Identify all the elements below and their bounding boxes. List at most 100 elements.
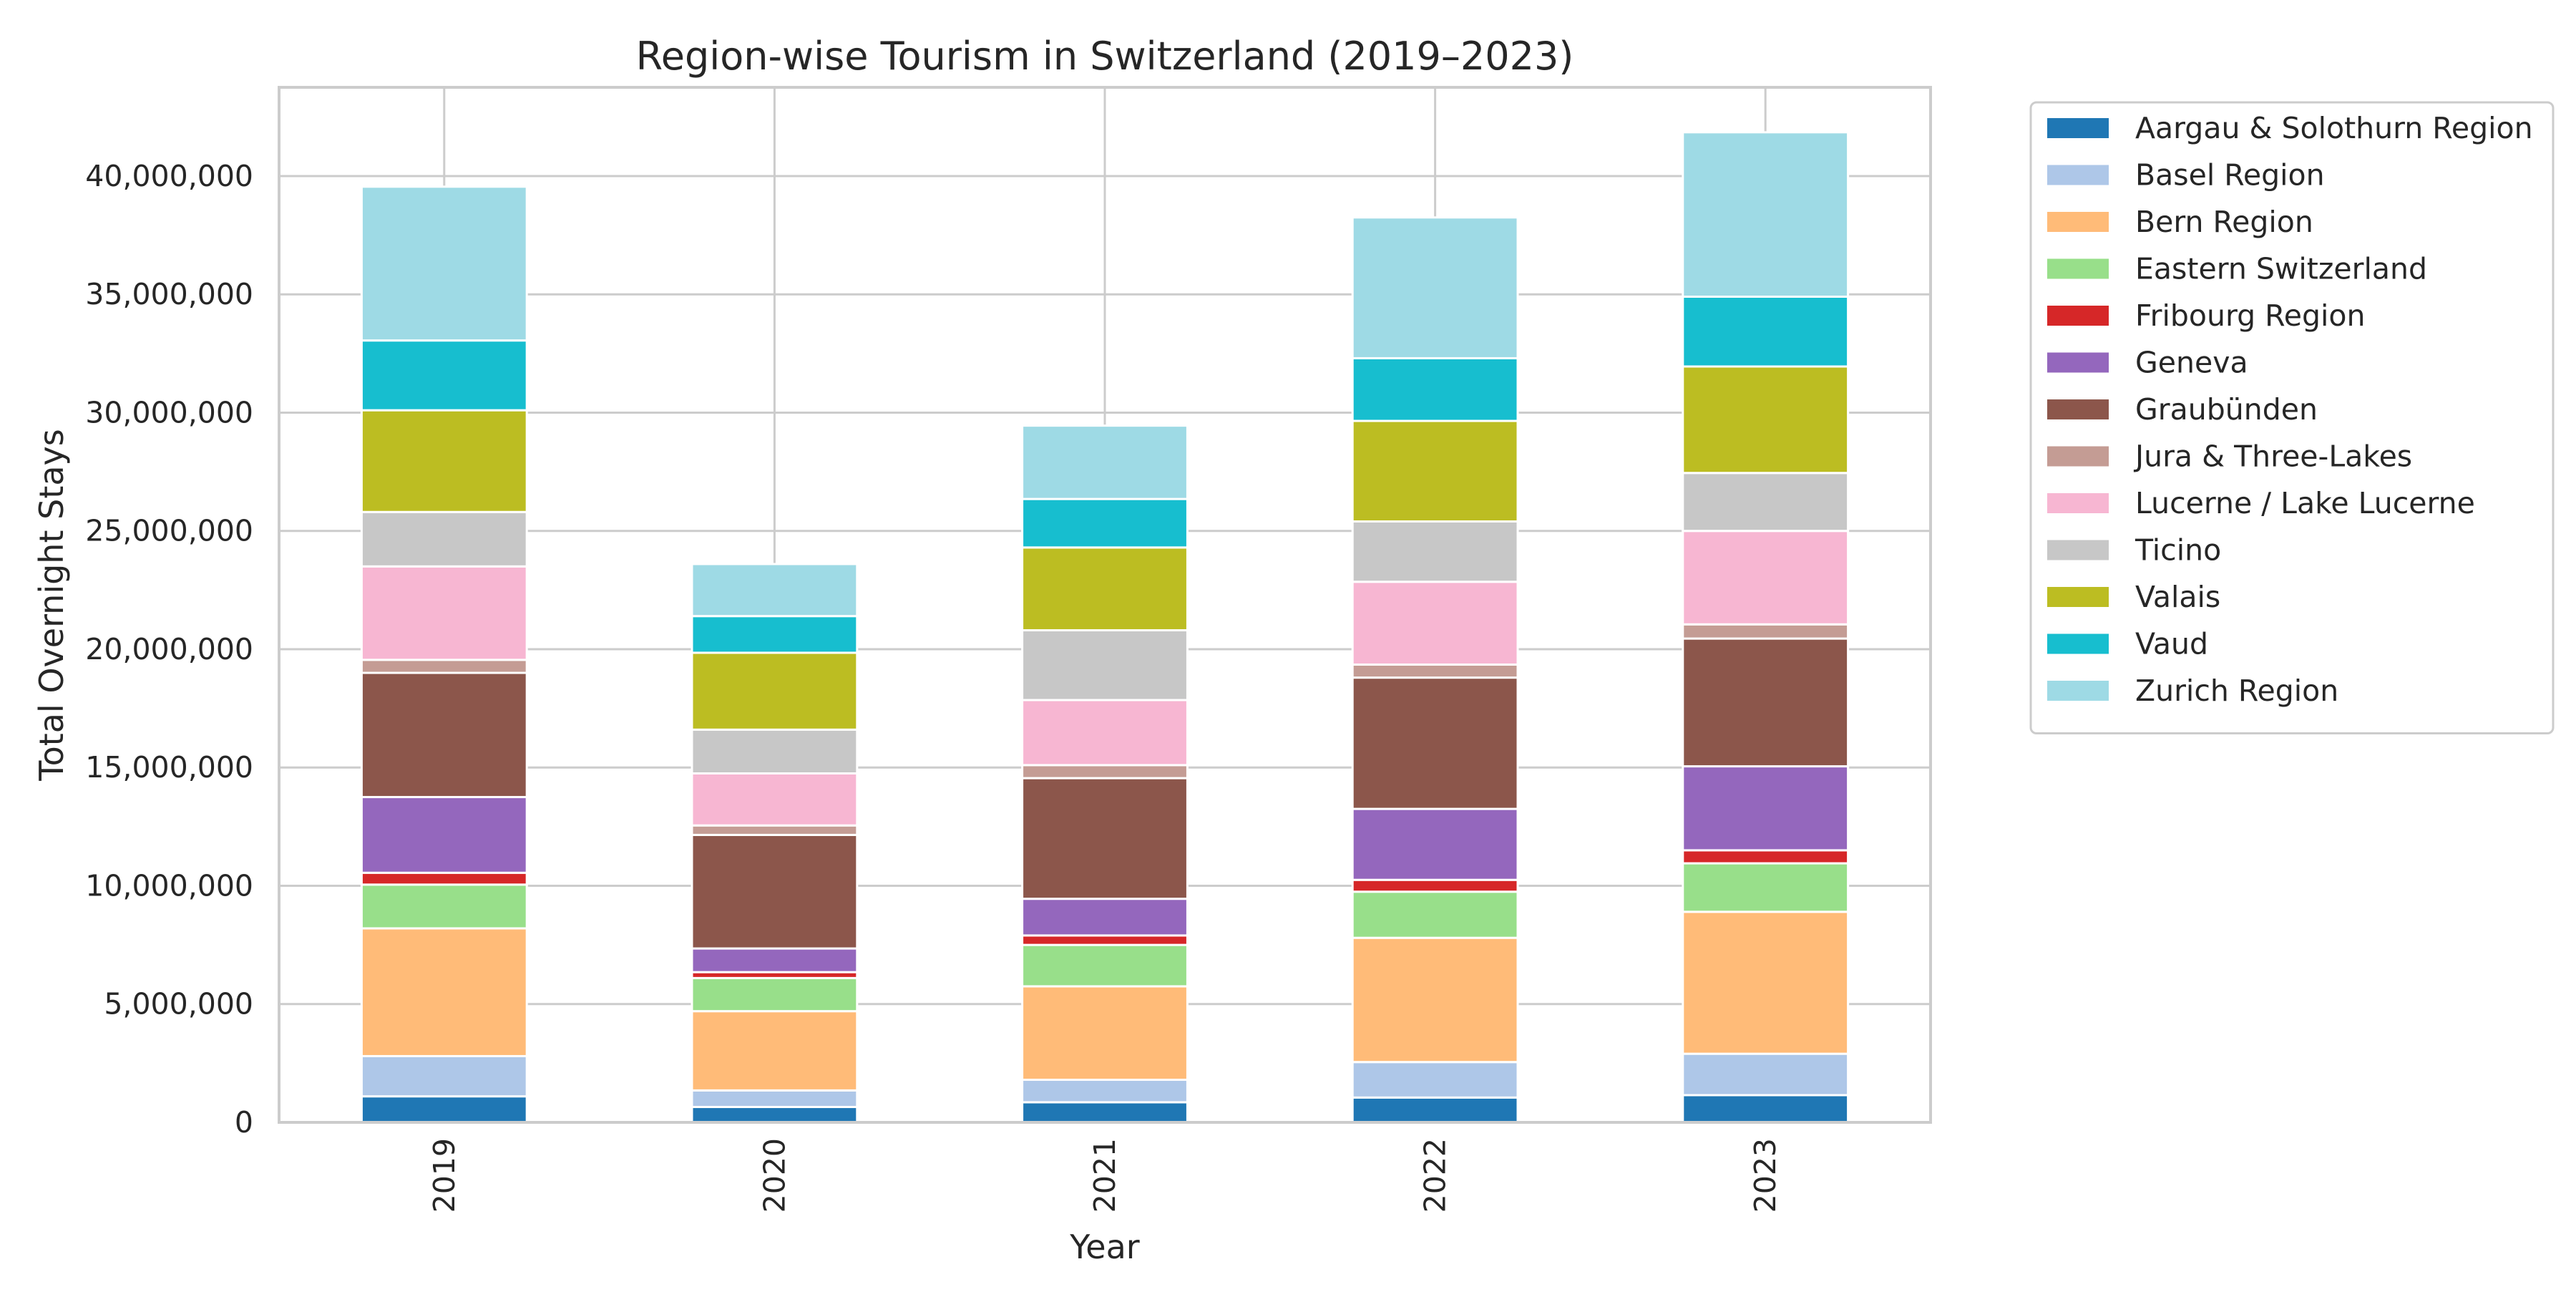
y-tick-label: 35,000,000 (85, 277, 253, 311)
bar-segment (1351, 890, 1519, 939)
bar-segment (360, 883, 528, 930)
bar-segment (360, 565, 528, 661)
y-tick-label: 25,000,000 (85, 514, 253, 548)
x-tick-labels: 2019 2020 2021 2022 2023 (427, 1138, 1782, 1213)
bar-segment (1682, 296, 1850, 368)
bar-segment (1021, 777, 1189, 900)
legend-label: Basel Region (2135, 158, 2325, 193)
bar-segment (360, 871, 528, 886)
legend-swatch (2047, 446, 2109, 467)
bar-segment (691, 563, 859, 618)
legend-swatch (2047, 493, 2109, 513)
legend-label: Zurich Region (2135, 674, 2338, 708)
legend-label: Fribourg Region (2135, 298, 2366, 333)
bar-segment (691, 833, 859, 950)
bar-segment (1021, 1101, 1189, 1124)
legend-swatch (2047, 633, 2109, 654)
bar-segment (1682, 849, 1850, 865)
y-tick-label: 30,000,000 (85, 395, 253, 429)
bar-segment (1682, 765, 1850, 852)
bar-segment (1351, 356, 1519, 422)
legend-label: Geneva (2135, 346, 2248, 380)
bar-segment (1021, 546, 1189, 632)
y-tick-label: 0 (235, 1105, 253, 1140)
bar-segment (1351, 936, 1519, 1064)
bar-segment (1021, 497, 1189, 549)
x-tick-label: 2019 (427, 1138, 462, 1213)
legend-label: Lucerne / Lake Lucerne (2135, 486, 2475, 520)
bar-segment (1351, 1096, 1519, 1124)
bar-segment (360, 510, 528, 568)
plot-frame (278, 86, 1932, 1124)
x-tick-label: 2020 (757, 1138, 791, 1213)
bar-segment (1351, 807, 1519, 881)
y-tick-labels: 0 5,000,000 10,000,000 15,000,000 20,000,000… (85, 159, 253, 1140)
bar-segment (1021, 699, 1189, 767)
bar-segment (691, 1106, 859, 1124)
chart-title: Region-wise Tourism in Switzerland (2019… (636, 34, 1574, 79)
bar-segment (360, 659, 528, 674)
x-tick-label: 2021 (1088, 1138, 1122, 1213)
x-tick-label: 2022 (1418, 1138, 1453, 1213)
y-tick-label: 5,000,000 (104, 987, 253, 1021)
bar-segment (1682, 623, 1850, 640)
legend-swatch (2047, 540, 2109, 560)
bar-segment (691, 1089, 859, 1109)
bar-segment (1351, 520, 1519, 583)
bar-segment (691, 772, 859, 827)
bar-segment (1021, 1079, 1189, 1104)
bar-segment (1351, 878, 1519, 893)
bar-segment (691, 1010, 859, 1092)
bars (360, 131, 1850, 1124)
bar-segment (360, 409, 528, 513)
legend-frame (2029, 101, 2555, 734)
x-tick-label: 2023 (1748, 1138, 1782, 1213)
bar-segment (360, 927, 528, 1057)
legend-swatch (2047, 165, 2109, 185)
legend: Aargau & Solothurn Region Basel Region Ber… (2029, 101, 2555, 734)
legend-swatch (2047, 587, 2109, 607)
bar-segment (1021, 985, 1189, 1082)
bar-segment (360, 796, 528, 874)
bar-segment (1021, 424, 1189, 500)
bar-segment (1021, 943, 1189, 988)
bar-segment (1682, 862, 1850, 913)
legend-label: Graubünden (2135, 392, 2318, 427)
legend-label: Eastern Switzerland (2135, 252, 2427, 286)
bar-segment (360, 671, 528, 799)
bar-segment (1021, 764, 1189, 779)
bar-segment (1682, 637, 1850, 768)
bar-segment (1351, 676, 1519, 810)
legend-label: Vaud (2135, 627, 2208, 661)
bar-segment (1682, 910, 1850, 1055)
y-tick-label: 40,000,000 (85, 159, 253, 193)
bar-segment (1351, 216, 1519, 359)
bar-segment (1021, 898, 1189, 937)
bar-segment (691, 947, 859, 973)
bar-segment (691, 824, 859, 836)
bar-segment (360, 339, 528, 412)
bar-segment (1351, 419, 1519, 523)
y-tick-label: 20,000,000 (85, 632, 253, 666)
bar-segment (360, 1095, 528, 1124)
legend-swatch (2047, 681, 2109, 701)
legend-swatch (2047, 212, 2109, 232)
bar-segment (691, 728, 859, 774)
bar-segment (360, 185, 528, 342)
bar-segment (691, 976, 859, 1013)
legend-label: Ticino (2135, 533, 2221, 568)
bar-segment (1682, 365, 1850, 475)
legend-swatch (2047, 118, 2109, 138)
bar-segment (1021, 934, 1189, 946)
x-axis-label: Year (1069, 1228, 1139, 1266)
legend-swatch (2047, 306, 2109, 326)
legend-swatch (2047, 399, 2109, 419)
y-axis-label: Total Overnight Stays (32, 429, 71, 781)
legend-swatch (2047, 258, 2109, 279)
legend-label: Bern Region (2135, 205, 2313, 239)
bar-segment (1351, 663, 1519, 679)
legend-label: Jura & Three-Lakes (2133, 439, 2412, 474)
legend-label: Valais (2135, 580, 2220, 614)
